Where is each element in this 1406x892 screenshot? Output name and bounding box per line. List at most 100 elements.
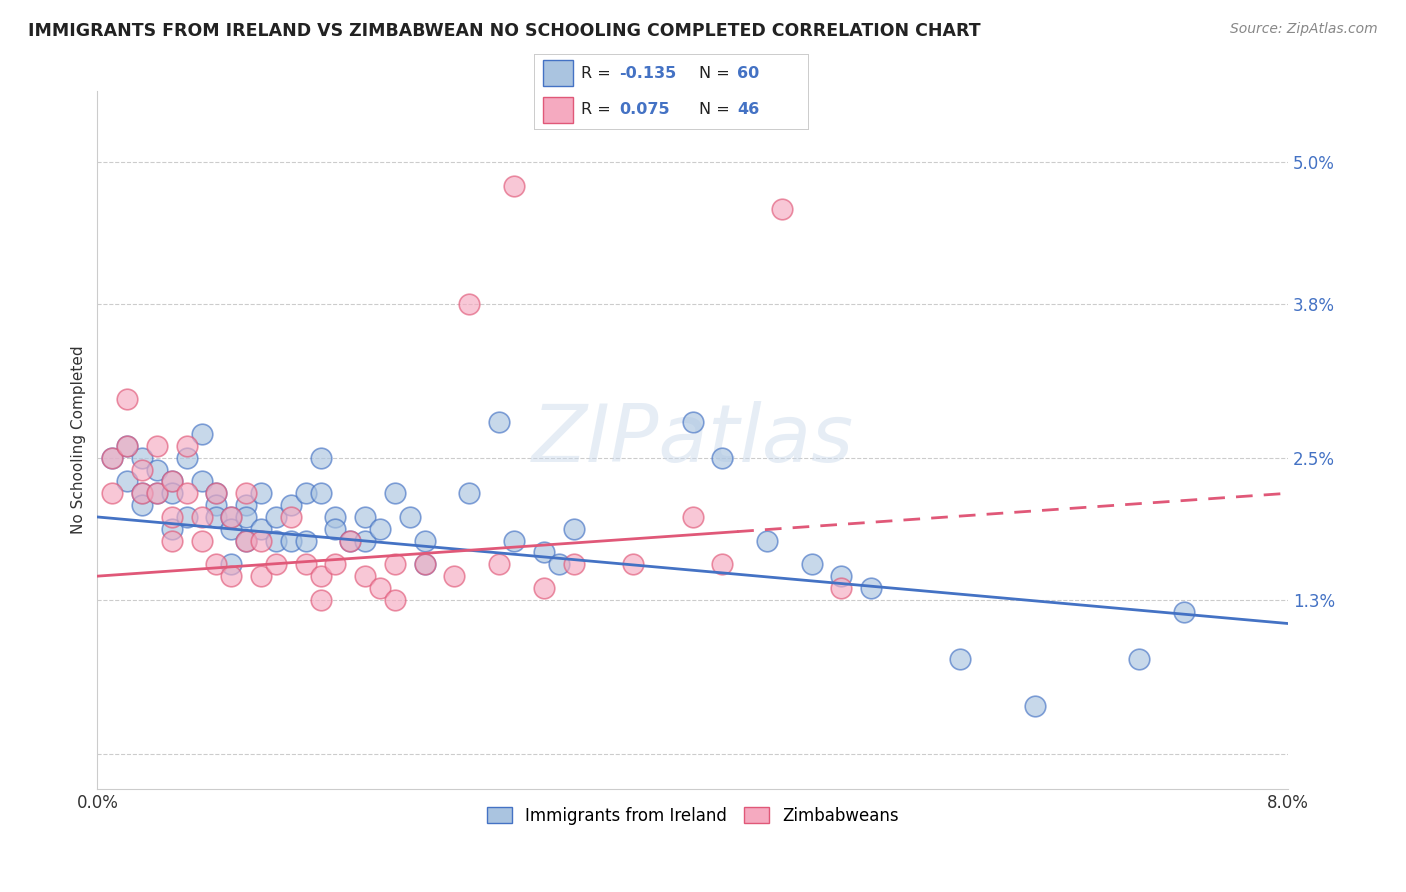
Point [115,439,138,453]
Point [711,558,734,572]
Point [294,486,316,500]
Point [682,415,704,429]
Text: Source: ZipAtlas.com: Source: ZipAtlas.com [1230,22,1378,37]
Point [176,486,198,500]
Point [800,558,823,572]
Point [755,533,778,548]
Point [547,558,569,572]
Text: 0.075: 0.075 [619,102,669,117]
Point [294,533,316,548]
Point [115,439,138,453]
FancyBboxPatch shape [543,96,572,122]
Point [205,498,228,512]
Point [398,510,420,524]
Point [160,475,183,489]
Point [190,475,212,489]
Point [250,486,273,500]
Point [131,486,153,500]
Point [309,450,332,465]
Point [280,510,302,524]
Point [235,533,257,548]
Point [309,569,332,583]
Point [325,558,347,572]
Point [503,533,526,548]
Point [264,533,287,548]
Point [190,510,212,524]
Point [830,569,852,583]
Point [176,439,198,453]
Point [294,558,316,572]
Point [264,558,287,572]
Point [219,569,242,583]
Point [860,581,883,595]
Point [101,450,124,465]
Point [205,558,228,572]
Point [250,522,273,536]
Point [160,533,183,548]
Point [413,558,436,572]
Point [235,486,257,500]
Point [325,510,347,524]
Point [562,522,585,536]
Point [443,569,465,583]
Point [354,533,377,548]
Legend: Immigrants from Ireland, Zimbabweans: Immigrants from Ireland, Zimbabweans [478,798,907,833]
Text: 60: 60 [737,66,759,81]
Point [503,178,526,193]
Point [1024,699,1046,714]
Point [235,510,257,524]
Point [190,427,212,442]
Point [205,510,228,524]
Point [368,522,391,536]
Point [146,439,169,453]
Point [711,450,734,465]
Point [160,522,183,536]
Point [325,522,347,536]
Point [384,486,406,500]
Point [205,486,228,500]
Point [533,545,555,559]
Text: R =: R = [581,102,616,117]
Point [115,392,138,406]
Point [339,533,361,548]
Point [280,498,302,512]
Point [250,569,273,583]
Point [219,510,242,524]
Point [413,533,436,548]
Point [235,533,257,548]
Point [354,569,377,583]
Point [101,486,124,500]
Point [131,498,153,512]
Text: -0.135: -0.135 [619,66,676,81]
Point [176,510,198,524]
Point [384,592,406,607]
Point [1128,652,1150,666]
Point [682,510,704,524]
Point [146,486,169,500]
Point [458,486,481,500]
Point [488,558,510,572]
Point [131,486,153,500]
Point [160,486,183,500]
Text: ZIPatlas: ZIPatlas [531,401,853,479]
Point [621,558,644,572]
Y-axis label: No Schooling Completed: No Schooling Completed [72,346,86,534]
Point [101,450,124,465]
Text: 46: 46 [737,102,759,117]
Point [219,522,242,536]
Point [458,297,481,311]
Point [190,533,212,548]
Point [115,475,138,489]
Point [131,450,153,465]
Point [219,510,242,524]
Point [533,581,555,595]
Point [309,592,332,607]
Text: N =: N = [699,66,735,81]
Point [219,558,242,572]
Point [354,510,377,524]
Point [264,510,287,524]
Point [770,202,793,217]
Point [205,486,228,500]
Point [384,558,406,572]
Point [280,533,302,548]
